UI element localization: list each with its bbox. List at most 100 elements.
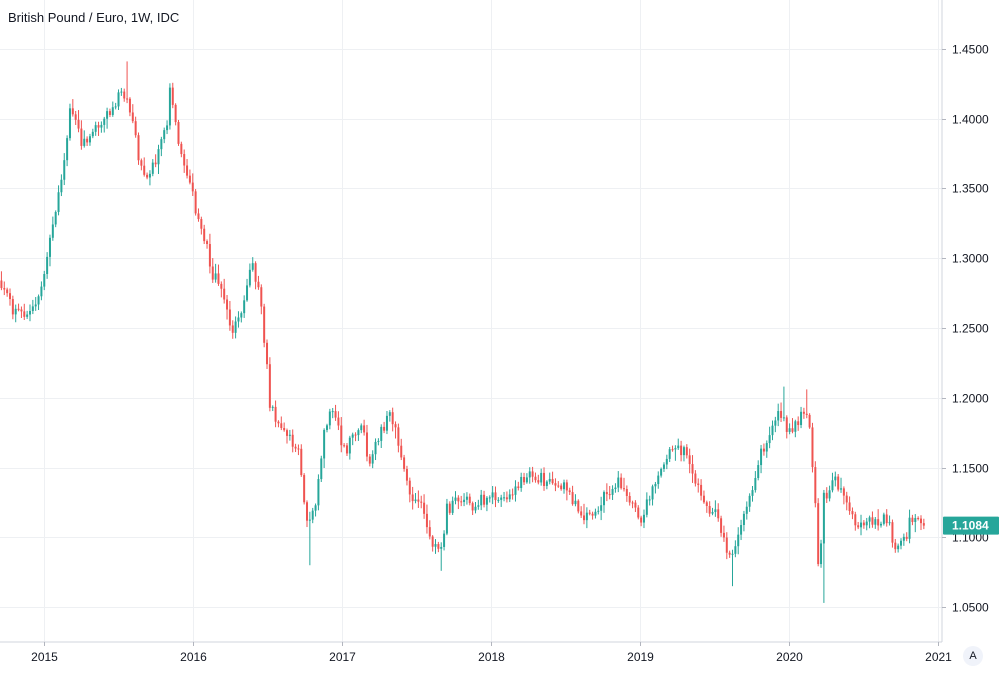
candle-up[interactable] [54,210,57,228]
candle-up[interactable] [897,543,900,553]
candle-down[interactable] [622,477,625,492]
candle-down[interactable] [565,479,568,501]
candle-down[interactable] [700,479,703,501]
candle-down[interactable] [431,535,434,552]
candle-up[interactable] [106,107,109,129]
candle-up[interactable] [594,508,597,519]
candle-down[interactable] [797,416,800,431]
candle-down[interactable] [266,339,269,369]
candle-up[interactable] [328,408,331,430]
candle-down[interactable] [634,500,637,513]
candle-up[interactable] [103,116,106,133]
candle-up[interactable] [160,136,163,157]
candle-down[interactable] [605,483,608,502]
candle-up[interactable] [454,491,457,505]
candle-down[interactable] [305,500,308,528]
candle-up[interactable] [737,527,740,555]
candle-down[interactable] [337,411,340,431]
candle-up[interactable] [43,270,46,291]
candle-down[interactable] [780,402,783,423]
candle-down[interactable] [608,485,611,500]
candle-down[interactable] [208,233,211,274]
candle-down[interactable] [468,493,471,506]
candle-down[interactable] [577,499,580,514]
candle-up[interactable] [674,445,677,461]
candle-down[interactable] [143,157,146,177]
candle-up[interactable] [34,297,37,311]
candle-down[interactable] [123,88,126,102]
candle-down[interactable] [417,490,420,508]
candle-down[interactable] [825,487,828,503]
candle-up[interactable] [820,539,823,568]
candle-up[interactable] [642,509,645,529]
candle-down[interactable] [697,478,700,493]
candle-down[interactable] [77,110,80,133]
candle-down[interactable] [905,532,908,542]
candle-down[interactable] [568,487,571,496]
candle-down[interactable] [691,455,694,483]
candle-down[interactable] [728,550,731,558]
candle-down[interactable] [922,518,925,530]
candle-up[interactable] [874,516,877,529]
candle-down[interactable] [3,281,6,296]
candle-down[interactable] [537,474,540,485]
candle-up[interactable] [908,509,911,544]
candle-down[interactable] [428,520,431,540]
candle-down[interactable] [194,189,197,216]
candle-down[interactable] [257,275,260,290]
candle-down[interactable] [211,258,214,283]
candle-down[interactable] [126,61,129,104]
candle-up[interactable] [234,316,237,339]
candle-down[interactable] [303,473,306,505]
candle-down[interactable] [571,485,574,506]
candle-up[interactable] [60,174,63,197]
price-axis[interactable]: 1.05001.10001.15001.20001.25001.30001.35… [942,43,989,615]
candle-down[interactable] [637,505,640,520]
candle-down[interactable] [588,509,591,516]
candle-up[interactable] [840,477,843,493]
candle-up[interactable] [91,128,94,139]
candle-up[interactable] [246,278,249,302]
candle-down[interactable] [702,490,705,504]
candle-up[interactable] [14,304,17,323]
candle-up[interactable] [168,83,171,130]
candle-down[interactable] [297,444,300,456]
candle-down[interactable] [268,357,271,412]
candle-up[interactable] [351,432,354,446]
candle-down[interactable] [363,419,366,436]
candle-up[interactable] [451,496,454,515]
candle-up[interactable] [794,419,797,438]
candle-down[interactable] [625,485,628,502]
candle-up[interactable] [645,492,648,518]
candle-down[interactable] [368,454,371,467]
candle-down[interactable] [400,438,403,461]
candle-up[interactable] [888,515,891,526]
candle-down[interactable] [108,108,111,118]
candle-down[interactable] [343,443,346,448]
candle-down[interactable] [140,158,143,171]
candle-up[interactable] [26,310,29,319]
candle-up[interactable] [782,386,785,422]
candle-down[interactable] [280,416,283,431]
candle-up[interactable] [774,416,777,433]
candle-up[interactable] [777,403,780,427]
candle-up[interactable] [88,133,91,146]
candle-up[interactable] [651,484,654,506]
candle-down[interactable] [722,525,725,542]
candle-up[interactable] [662,462,665,472]
candle-up[interactable] [497,497,500,503]
candle-up[interactable] [740,519,743,541]
candle-down[interactable] [263,303,266,348]
candle-up[interactable] [163,127,166,144]
candle-down[interactable] [286,428,289,444]
candle-down[interactable] [845,491,848,511]
candle-down[interactable] [817,498,820,567]
candle-up[interactable] [600,496,603,521]
candle-down[interactable] [80,120,83,150]
candle-down[interactable] [631,500,634,509]
candle-down[interactable] [131,104,134,124]
candle-up[interactable] [83,130,86,148]
candle-up[interactable] [614,483,617,493]
candle-up[interactable] [682,445,685,462]
candle-down[interactable] [137,132,140,165]
